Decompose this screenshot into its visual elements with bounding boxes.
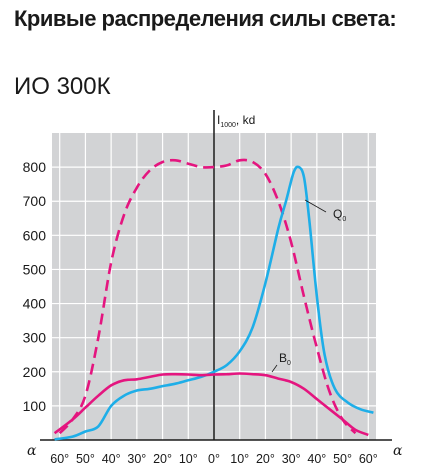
x-tick-label: 20° xyxy=(256,452,275,466)
y-tick-label: 300 xyxy=(23,330,47,346)
model-subtitle: ИО 300К xyxy=(14,73,111,100)
series-label-leader xyxy=(304,199,327,213)
series-line-q0 xyxy=(54,165,374,441)
series-line-total xyxy=(58,158,357,435)
x-tick-label: 40° xyxy=(102,452,121,466)
x-tick-label: 40° xyxy=(307,452,326,466)
x-tick-label: 30° xyxy=(127,452,146,466)
y-tick-label: 100 xyxy=(23,398,47,414)
series-line-b0 xyxy=(53,372,369,437)
x-tick-label: 20° xyxy=(153,452,172,466)
series-label-b: B0 xyxy=(279,351,291,367)
y-tick-label: 800 xyxy=(23,159,47,175)
y-tick-label: 500 xyxy=(23,261,47,277)
page-title: Кривые распределения силы света: xyxy=(14,6,397,31)
x-tick-label: 50° xyxy=(333,452,352,466)
y-tick-label: 200 xyxy=(23,364,47,380)
y-tick-label: 700 xyxy=(23,193,47,209)
x-axis-symbol-left: α xyxy=(27,443,37,459)
x-tick-label: 60° xyxy=(359,452,378,466)
y-axis-label: I1000, kd xyxy=(217,113,255,129)
x-tick-label: 10° xyxy=(230,452,249,466)
x-tick-label: 60° xyxy=(50,452,69,466)
y-tick-label: 600 xyxy=(23,227,47,243)
y-tick-label: 400 xyxy=(23,296,47,312)
series-label-q: Q0 xyxy=(333,207,346,223)
series-label-leader xyxy=(271,364,278,373)
x-axis-symbol-right: α xyxy=(393,443,403,459)
x-tick-label: 50° xyxy=(76,452,95,466)
x-tick-label: 30° xyxy=(282,452,301,466)
x-tick-label: 10° xyxy=(179,452,198,466)
x-tick-label: 0° xyxy=(208,452,220,466)
